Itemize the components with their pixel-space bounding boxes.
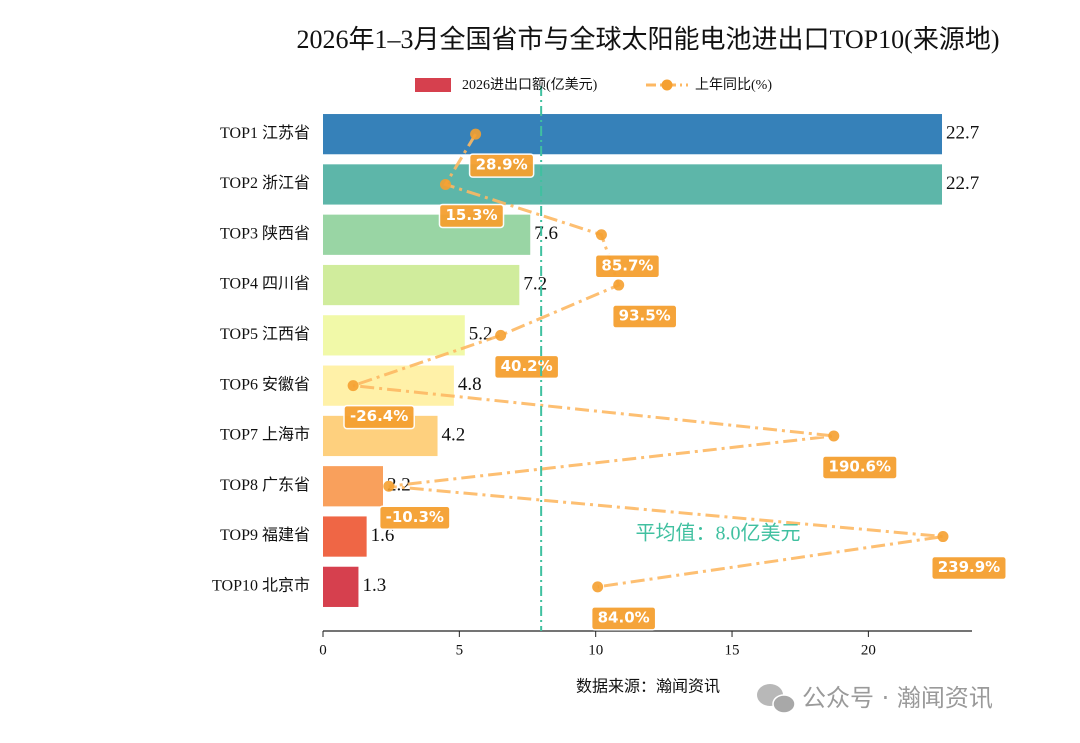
bar — [323, 164, 943, 205]
bar-value-label: 1.6 — [371, 525, 395, 546]
yoy-label-text: 239.9% — [938, 558, 1000, 576]
bar — [323, 466, 383, 507]
watermark-icon — [757, 684, 796, 714]
yoy-marker — [937, 531, 949, 543]
watermark: 公众号 · 瀚闻资讯 — [802, 684, 993, 712]
bar — [323, 264, 520, 306]
y-tick-label: TOP9 福建省 — [220, 526, 310, 544]
yoy-marker — [595, 229, 607, 241]
yoy-marker — [828, 430, 840, 442]
bar-value-label: 7.2 — [523, 273, 547, 294]
bar-value-label: 7.6 — [534, 223, 558, 244]
bar — [323, 114, 943, 155]
yoy-label-text: 15.3% — [445, 206, 497, 224]
y-tick-label: TOP7 上海市 — [220, 426, 310, 444]
bar-value-label: 22.7 — [946, 123, 979, 144]
yoy-label-text: -10.3% — [386, 508, 444, 526]
yoy-label: -10.3% — [378, 505, 451, 530]
bar — [323, 315, 465, 356]
yoy-label-box — [438, 203, 505, 229]
bar-value-label: 4.2 — [442, 424, 466, 445]
y-tick-label: TOP4 四川省 — [220, 275, 310, 293]
legend-swatch — [415, 78, 451, 92]
yoy-label: 40.2% — [493, 354, 560, 380]
yoy-label: 84.0% — [590, 606, 657, 631]
yoy-label-box — [378, 505, 451, 530]
yoy-label-box — [590, 606, 657, 631]
yoy-label-text: 190.6% — [829, 457, 891, 475]
chart-title: 2026年1–3月全国省市与全球太阳能电池进出口TOP10(来源地) — [297, 25, 1000, 54]
x-tick-label: 5 — [456, 642, 464, 658]
yoy-marker — [347, 380, 359, 392]
yoy-marker — [439, 178, 451, 190]
legend-marker — [661, 79, 673, 91]
yoy-label: 93.5% — [611, 304, 678, 329]
bar-value-label: 22.7 — [946, 173, 979, 194]
yoy-marker — [470, 128, 482, 140]
yoy-label: -26.4% — [343, 404, 416, 430]
bar — [323, 566, 359, 607]
yoy-label: 85.7% — [594, 254, 661, 279]
x-tick-label: 15 — [725, 642, 740, 658]
yoy-label-text: -26.4% — [350, 407, 408, 425]
legend-label: 上年同比(%) — [695, 77, 772, 93]
yoy-label-text: 85.7% — [601, 256, 653, 274]
yoy-label: 239.9% — [930, 555, 1007, 581]
yoy-label-box — [493, 354, 560, 380]
y-tick-label: TOP1 江苏省 — [220, 124, 310, 142]
yoy-label: 15.3% — [438, 203, 505, 229]
yoy-marker — [613, 279, 625, 291]
yoy-label-text: 93.5% — [619, 307, 671, 325]
yoy-label-box — [594, 254, 661, 279]
bar — [323, 516, 367, 557]
y-tick-label: TOP3 陕西省 — [220, 224, 310, 242]
y-tick-label: TOP5 江西省 — [220, 325, 310, 343]
bar-value-label: 4.8 — [458, 374, 482, 395]
yoy-label-text: 84.0% — [598, 608, 650, 626]
y-tick-label: TOP6 安徽省 — [220, 375, 310, 393]
yoy-label-box — [611, 304, 678, 329]
yoy-marker — [383, 480, 395, 492]
x-tick-label: 20 — [861, 642, 876, 658]
bar-value-label: 1.3 — [362, 575, 386, 596]
x-tick-label: 0 — [319, 642, 327, 658]
yoy-line — [352, 133, 944, 589]
y-tick-label: TOP10 北京市 — [212, 577, 310, 595]
legend-label: 2026进出口额(亿美元) — [462, 77, 598, 93]
yoy-label: 190.6% — [821, 455, 898, 480]
yoy-label: 28.9% — [468, 153, 535, 178]
source-note: 数据来源：瀚闻资讯 — [576, 678, 720, 696]
yoy-marker — [495, 329, 507, 341]
x-tick-label: 10 — [588, 642, 603, 658]
yoy-label-box — [821, 455, 898, 480]
yoy-marker — [592, 581, 604, 593]
yoy-label-text: 40.2% — [501, 357, 553, 375]
bar — [323, 365, 454, 406]
yoy-label-box — [343, 404, 416, 430]
y-tick-label: TOP2 浙江省 — [220, 174, 310, 192]
yoy-label-box — [930, 555, 1007, 581]
yoy-label-text: 28.9% — [476, 156, 528, 174]
y-tick-label: TOP8 广东省 — [220, 476, 310, 494]
bar-value-label: 2.2 — [387, 475, 411, 496]
yoy-label-box — [468, 153, 535, 178]
mean-label: 平均值：8.0亿美元 — [636, 522, 801, 545]
